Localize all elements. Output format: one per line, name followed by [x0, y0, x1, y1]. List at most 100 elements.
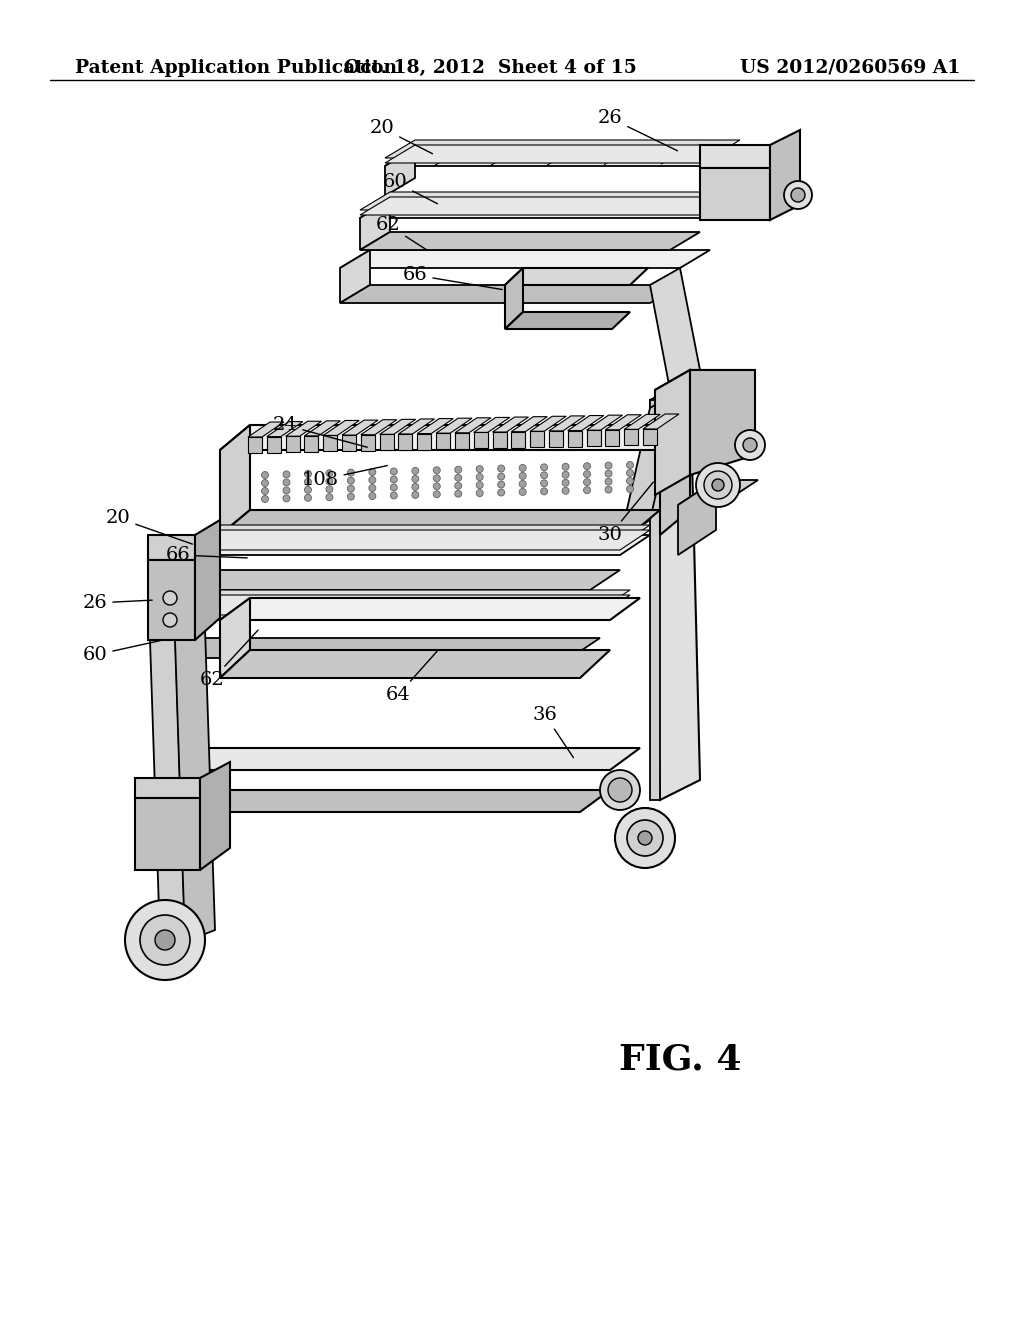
Polygon shape [340, 285, 680, 304]
Polygon shape [398, 434, 413, 450]
Text: Oct. 18, 2012  Sheet 4 of 15: Oct. 18, 2012 Sheet 4 of 15 [344, 59, 636, 77]
Circle shape [584, 479, 591, 486]
Text: 66: 66 [166, 546, 247, 564]
Polygon shape [135, 799, 200, 870]
Circle shape [412, 467, 419, 474]
Circle shape [784, 181, 812, 209]
Polygon shape [324, 436, 337, 451]
Circle shape [519, 488, 526, 495]
Circle shape [412, 491, 419, 499]
Circle shape [615, 808, 675, 869]
Circle shape [605, 478, 612, 484]
Polygon shape [220, 598, 640, 620]
Circle shape [476, 490, 483, 496]
Polygon shape [342, 420, 378, 436]
Circle shape [326, 478, 333, 484]
Circle shape [498, 473, 505, 480]
Circle shape [125, 900, 205, 979]
Polygon shape [267, 437, 281, 453]
Polygon shape [605, 414, 641, 430]
Circle shape [369, 484, 376, 491]
Polygon shape [511, 432, 525, 447]
Circle shape [155, 931, 175, 950]
Circle shape [163, 591, 177, 605]
Polygon shape [165, 590, 630, 610]
Polygon shape [340, 249, 710, 268]
Circle shape [600, 770, 640, 810]
Polygon shape [360, 201, 730, 218]
Circle shape [498, 488, 505, 496]
Text: 60: 60 [83, 640, 161, 664]
Circle shape [326, 486, 333, 492]
Polygon shape [220, 649, 610, 678]
Polygon shape [587, 430, 600, 446]
Polygon shape [398, 418, 434, 434]
Circle shape [369, 477, 376, 483]
Polygon shape [155, 748, 640, 770]
Circle shape [304, 494, 311, 502]
Circle shape [304, 486, 311, 494]
Polygon shape [150, 630, 185, 940]
Polygon shape [155, 748, 185, 812]
Text: 62: 62 [376, 216, 428, 251]
Circle shape [562, 471, 569, 478]
Polygon shape [625, 429, 638, 445]
Polygon shape [678, 480, 758, 506]
Polygon shape [660, 425, 690, 535]
Circle shape [261, 471, 268, 479]
Circle shape [390, 469, 397, 475]
Circle shape [638, 832, 652, 845]
Polygon shape [700, 168, 770, 220]
Circle shape [476, 482, 483, 488]
Polygon shape [185, 535, 215, 590]
Text: US 2012/0260569 A1: US 2012/0260569 A1 [739, 59, 961, 77]
Circle shape [369, 469, 376, 475]
Circle shape [562, 463, 569, 470]
Text: 62: 62 [200, 630, 258, 689]
Circle shape [369, 492, 376, 499]
Circle shape [390, 484, 397, 491]
Circle shape [433, 475, 440, 482]
Circle shape [519, 480, 526, 487]
Polygon shape [155, 789, 610, 812]
Text: 36: 36 [532, 706, 573, 758]
Circle shape [347, 486, 354, 492]
Polygon shape [185, 535, 650, 554]
Polygon shape [195, 520, 220, 640]
Polygon shape [340, 249, 370, 304]
Circle shape [390, 477, 397, 483]
Circle shape [261, 487, 268, 495]
Polygon shape [185, 570, 620, 590]
Text: FIG. 4: FIG. 4 [618, 1043, 741, 1077]
Polygon shape [655, 370, 690, 495]
Circle shape [326, 494, 333, 500]
Circle shape [712, 479, 724, 491]
Polygon shape [220, 598, 250, 678]
Circle shape [791, 187, 805, 202]
Circle shape [283, 471, 290, 478]
Polygon shape [135, 777, 200, 799]
Circle shape [412, 475, 419, 482]
Polygon shape [185, 531, 650, 550]
Polygon shape [248, 437, 262, 453]
Polygon shape [248, 422, 284, 437]
Polygon shape [643, 414, 679, 429]
Text: 30: 30 [598, 482, 653, 544]
Polygon shape [605, 430, 620, 446]
Circle shape [705, 471, 732, 499]
Polygon shape [567, 430, 582, 446]
Polygon shape [620, 389, 680, 540]
Polygon shape [385, 148, 740, 166]
Polygon shape [700, 145, 770, 168]
Polygon shape [505, 268, 648, 285]
Text: Patent Application Publication: Patent Application Publication [75, 59, 397, 77]
Polygon shape [175, 628, 215, 942]
Polygon shape [493, 432, 507, 447]
Circle shape [390, 492, 397, 499]
Polygon shape [418, 418, 454, 433]
Polygon shape [148, 560, 195, 640]
Polygon shape [148, 535, 195, 560]
Text: 26: 26 [83, 594, 153, 612]
Text: 20: 20 [370, 119, 432, 153]
Text: 26: 26 [598, 110, 678, 150]
